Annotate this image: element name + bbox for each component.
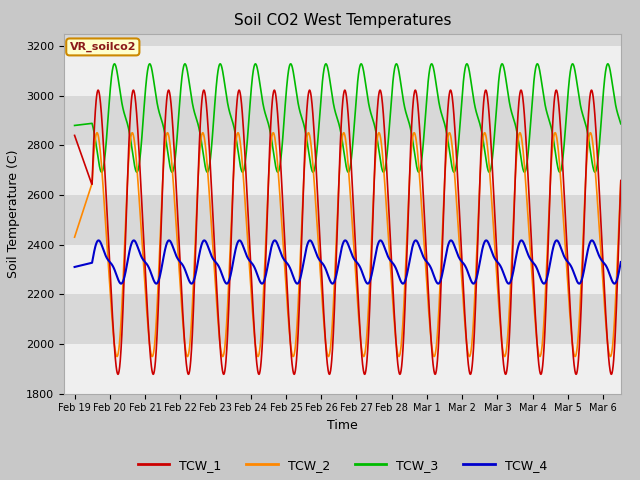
Line: TCW_1: TCW_1 — [75, 90, 621, 374]
TCW_4 — [588, 238, 596, 243]
TCW_4 — [322, 266, 330, 272]
Y-axis label: Soil Temperature (C): Soil Temperature (C) — [8, 149, 20, 278]
Line: TCW_2: TCW_2 — [75, 133, 621, 357]
TCW_3 — [99, 168, 106, 174]
TCW_4 — [617, 259, 625, 265]
Legend: TCW_1, TCW_2, TCW_3, TCW_4: TCW_1, TCW_2, TCW_3, TCW_4 — [133, 454, 552, 477]
TCW_1 — [501, 371, 509, 377]
TCW_2 — [324, 354, 332, 360]
TCW_4 — [337, 252, 344, 258]
TCW_2 — [322, 343, 330, 348]
TCW_4 — [99, 244, 106, 250]
TCW_3 — [71, 122, 79, 128]
Text: VR_soilco2: VR_soilco2 — [70, 42, 136, 52]
TCW_3 — [602, 71, 609, 77]
Bar — [64, 46, 621, 96]
TCW_3 — [323, 61, 330, 67]
Bar — [64, 245, 621, 294]
TCW_2 — [99, 175, 106, 180]
TCW_3 — [168, 169, 176, 175]
TCW_1 — [337, 132, 344, 137]
Bar — [64, 344, 621, 394]
TCW_2 — [602, 316, 609, 322]
TCW_4 — [71, 264, 79, 270]
TCW_2 — [234, 130, 242, 136]
TCW_3 — [337, 129, 344, 135]
TCW_1 — [602, 307, 609, 313]
X-axis label: Time: Time — [327, 419, 358, 432]
TCW_2 — [602, 313, 609, 319]
TCW_4 — [364, 281, 372, 287]
TCW_3 — [111, 61, 118, 67]
TCW_1 — [617, 178, 625, 183]
TCW_2 — [617, 179, 625, 184]
Line: TCW_3: TCW_3 — [75, 64, 621, 172]
TCW_1 — [602, 302, 609, 308]
TCW_1 — [71, 132, 79, 138]
TCW_2 — [71, 234, 79, 240]
TCW_4 — [602, 262, 609, 267]
TCW_4 — [602, 262, 609, 268]
TCW_1 — [306, 87, 314, 93]
TCW_3 — [617, 121, 625, 127]
Bar — [64, 145, 621, 195]
TCW_3 — [501, 72, 509, 78]
Line: TCW_4: TCW_4 — [75, 240, 621, 284]
TCW_1 — [323, 349, 330, 355]
TCW_2 — [337, 149, 344, 155]
TCW_4 — [501, 275, 509, 280]
Title: Soil CO2 West Temperatures: Soil CO2 West Temperatures — [234, 13, 451, 28]
TCW_3 — [602, 69, 609, 75]
TCW_1 — [99, 126, 106, 132]
TCW_1 — [114, 372, 122, 377]
TCW_2 — [501, 353, 509, 359]
